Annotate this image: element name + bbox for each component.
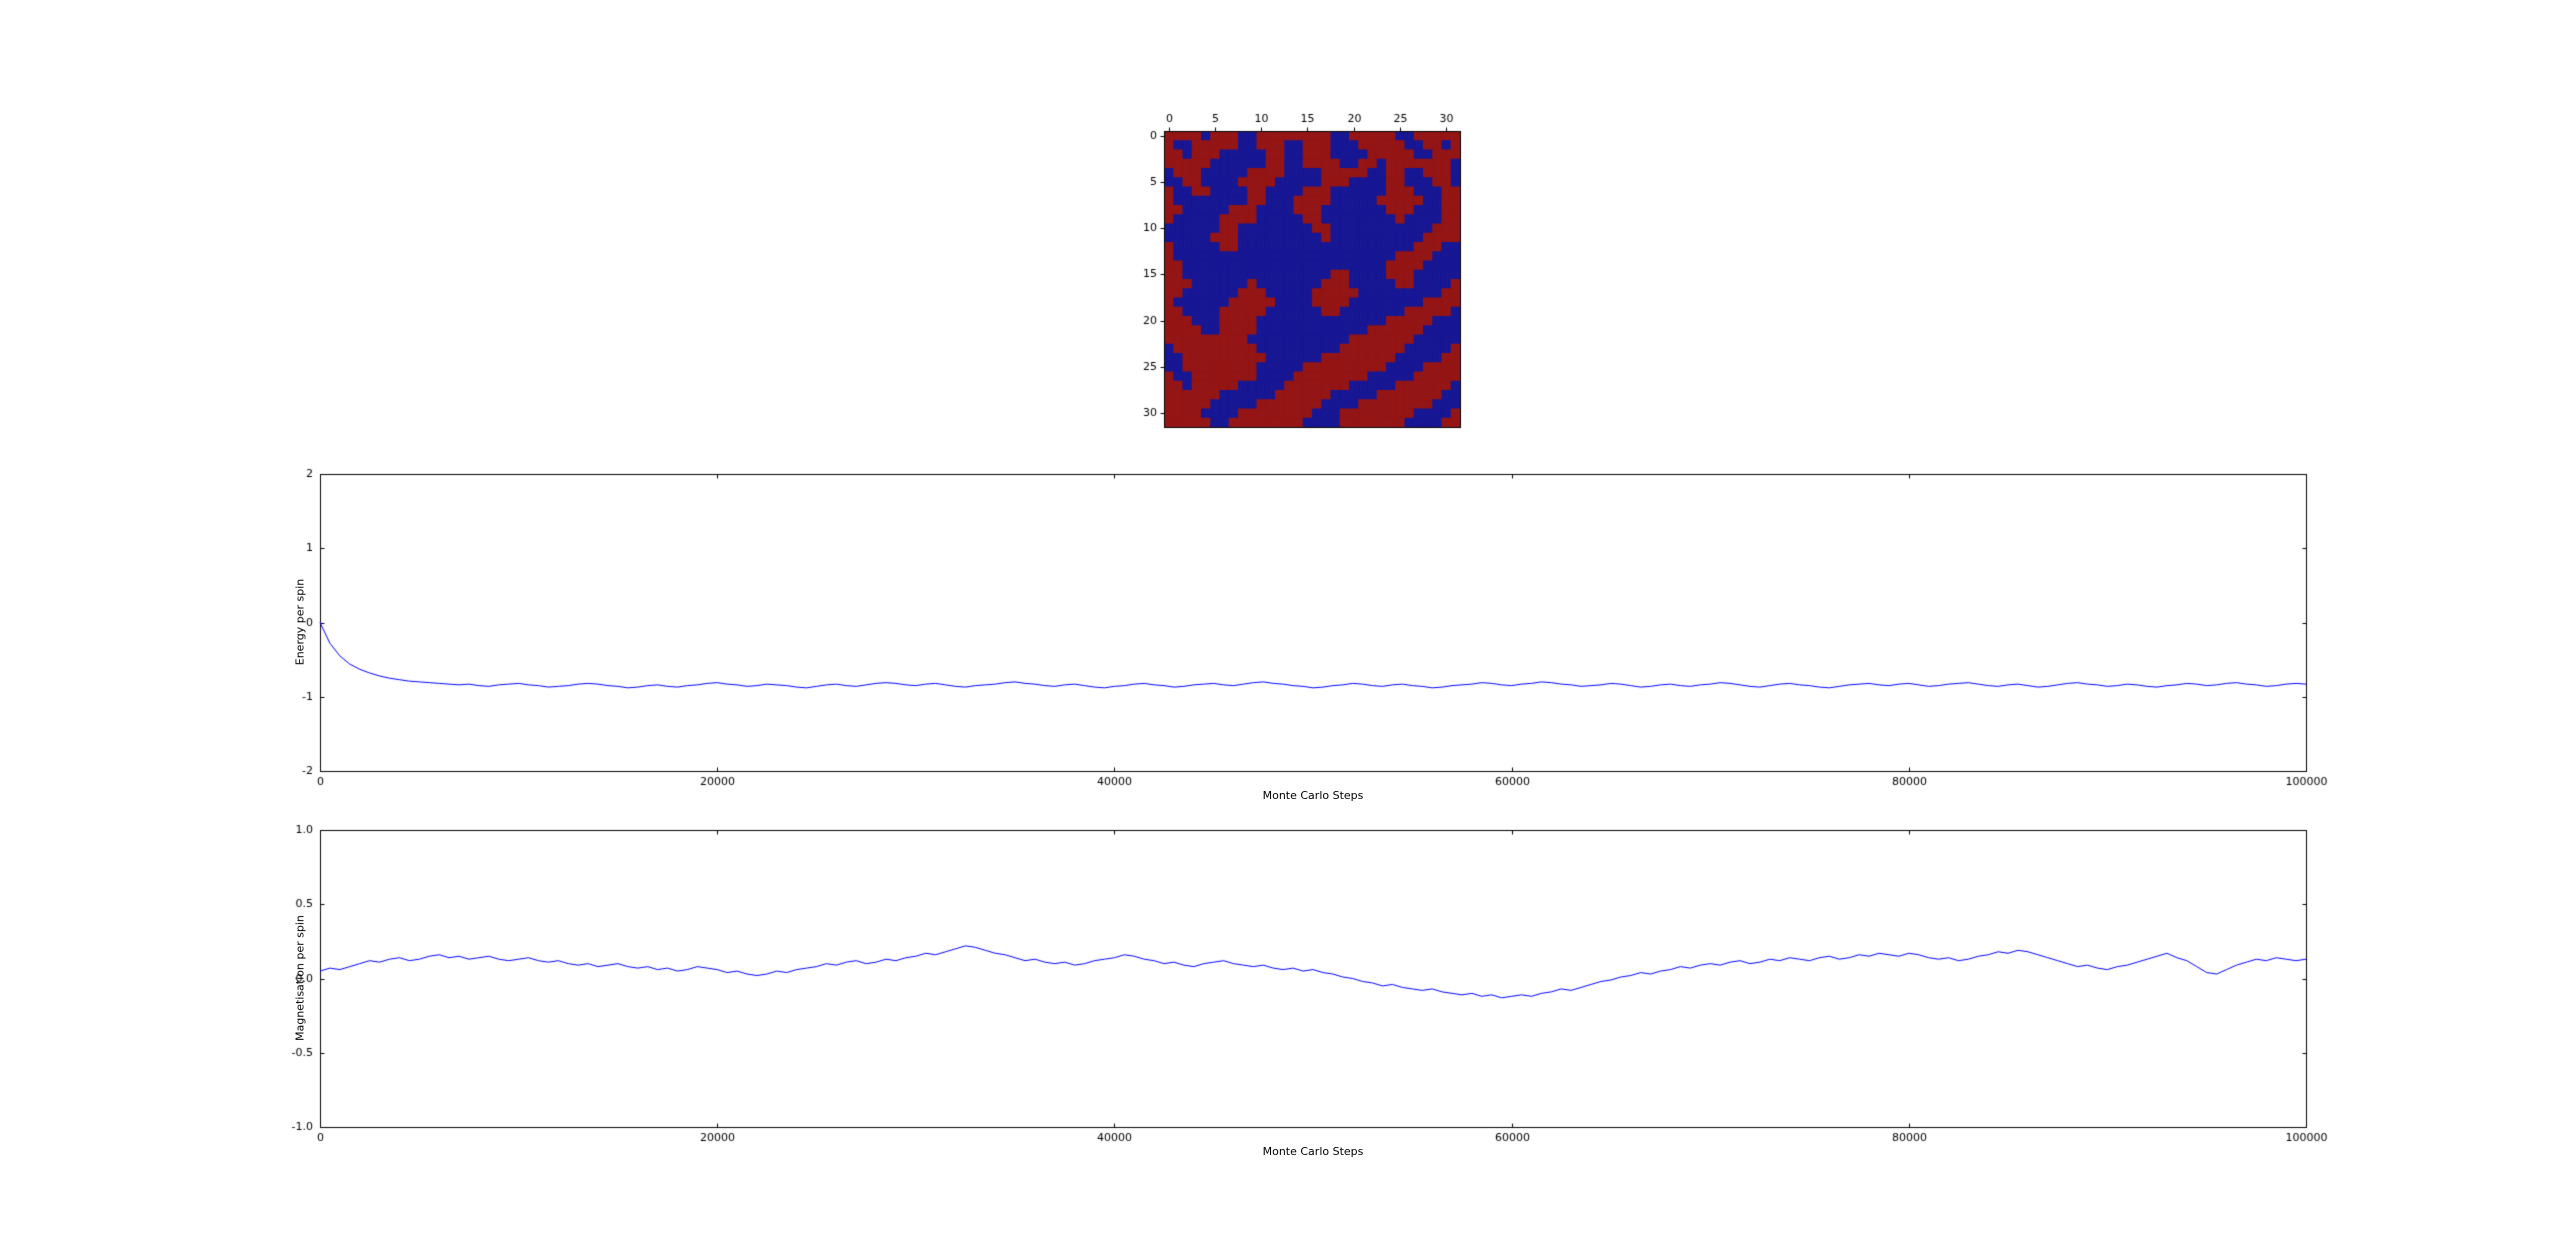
magnetisation-x-axis-label: Monte Carlo Steps: [1262, 1145, 1364, 1158]
energy-plot-panel: [260, 455, 2370, 790]
magnetisation-plot: [260, 811, 2370, 1146]
energy-x-axis-label: Monte Carlo Steps: [1262, 789, 1364, 802]
spin-lattice-panel: [1100, 95, 1500, 445]
spin-lattice-heatmap: [1100, 95, 1500, 445]
magnetisation-y-axis-label: Magnetisation per spin: [293, 915, 307, 1041]
energy-plot: [260, 455, 2370, 790]
magnetisation-plot-panel: [260, 811, 2370, 1146]
energy-y-axis-label: Energy per spin: [293, 578, 307, 666]
